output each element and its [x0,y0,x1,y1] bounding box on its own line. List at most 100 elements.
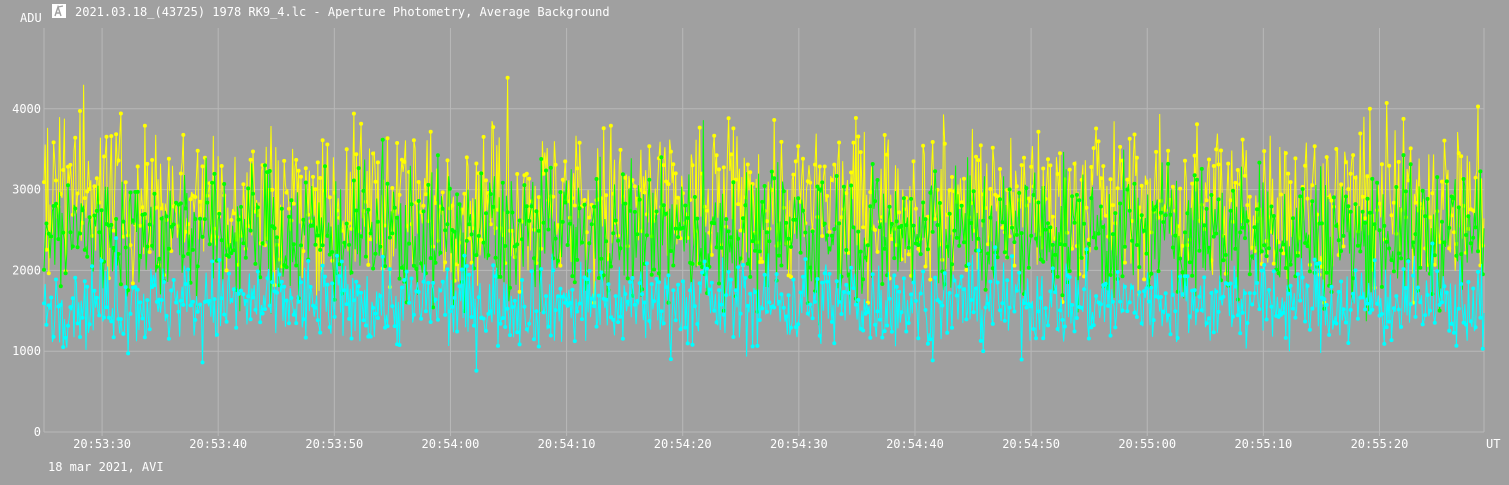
series-3-point [1082,287,1087,292]
series-2-point [145,244,150,249]
series-3-point [44,322,49,327]
series-1-point [1343,160,1348,165]
series-3-point [834,279,839,284]
series-3-point [548,333,553,338]
series-2-point [325,233,330,238]
series-2-point [452,229,457,234]
series-1-point [491,125,496,130]
series-2-point [1375,180,1380,185]
series-1-point [121,234,126,239]
series-1-point [1101,164,1106,169]
series-1-point [385,136,390,141]
series-2-point [1211,234,1216,239]
series-1-point [431,244,436,249]
series-1-point [839,215,844,220]
series-2-point [152,191,157,196]
series-3-point [267,303,272,308]
series-2-point [546,227,551,232]
series-2-point [906,245,911,250]
series-2-point [407,241,412,246]
series-2-point [467,222,472,227]
series-1-point [731,126,736,131]
series-2-point [539,157,544,161]
series-3-point [892,273,897,278]
x-tick-label: 20:54:30 [770,437,828,451]
series-2-point [995,255,1000,260]
series-3-point [325,282,330,287]
series-2-point [1089,196,1094,201]
series-1-point [837,140,842,145]
series-3-point [839,312,844,316]
series-3-point [616,320,621,325]
series-3-point [234,325,239,330]
series-1-point [853,116,858,120]
series-3-point [510,305,515,309]
series-3-point [459,267,464,272]
series-2-point [1000,220,1005,225]
series-3-point [572,339,577,344]
series-2-point [361,188,366,193]
series-3-point [303,335,308,340]
series-2-point [654,209,659,214]
series-3-point [1406,259,1411,264]
series-2-point [181,254,186,259]
series-2-point [426,182,431,187]
series-2-point [659,155,664,160]
series-1-point [1029,164,1034,169]
series-3-point [887,296,892,301]
series-1-point [906,252,911,257]
series-3-point [1437,302,1442,307]
series-3-point [404,269,409,274]
series-2-point [952,228,957,233]
series-3-point [940,303,945,308]
series-2-point [1216,197,1221,202]
series-3-point [1428,308,1432,313]
series-3-point [505,306,510,311]
series-2-point [947,211,952,216]
series-3-point [1175,336,1180,340]
series-1-point [889,237,894,241]
series-3-point [243,299,248,303]
series-3-point [644,261,649,266]
y-tick-labels: 0 1000 2000 3000 4000 [12,102,41,439]
series-3-point [308,284,313,289]
series-2-point [825,233,830,238]
series-3-point [820,280,825,285]
y-tick-label: 0 [34,425,41,439]
series-3-point [846,290,851,295]
series-3-point [1307,327,1312,332]
series-3-point [411,312,416,317]
series-3-point [512,298,517,303]
series-3-point [959,274,964,279]
series-2-point [1377,228,1382,233]
series-1-point [1185,243,1190,248]
series-2-point [568,221,572,226]
series-1-point [1098,176,1103,181]
series-1-point [1293,156,1298,161]
series-2-point [1331,195,1336,200]
series-1-point [1365,174,1370,179]
series-3-point [73,275,78,280]
series-3-point [1305,284,1310,288]
series-3-point [1401,267,1406,272]
series-2-point [599,256,604,261]
series-2-point [447,186,452,191]
series-1-point [772,118,777,122]
telescope-app-icon[interactable] [52,4,66,18]
series-3-point [685,341,690,346]
series-1-point [801,156,805,161]
series-3-point [654,276,659,281]
series-2-point [916,243,921,247]
series-2-point [1358,249,1363,254]
series-2-point [1007,187,1012,192]
series-3-point [387,267,392,272]
series-3-point [1360,295,1365,300]
series-3-point [1079,305,1084,310]
series-2-point [1351,276,1356,281]
series-3-point [462,253,467,258]
series-1-point [515,172,520,176]
series-3-point [717,288,721,293]
series-2-point [649,272,654,277]
series-3-point [522,304,527,309]
series-1-point [311,174,315,179]
